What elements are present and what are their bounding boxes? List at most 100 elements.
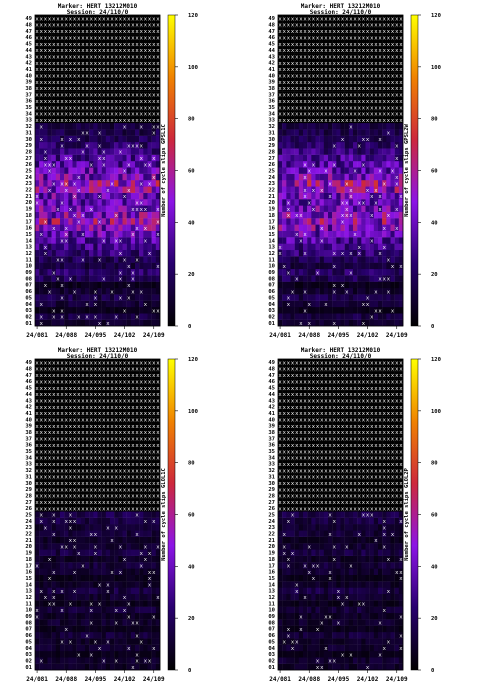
heatmap-cell [139, 294, 144, 301]
no-data-marker: x [90, 42, 94, 48]
heatmap-cell [147, 262, 152, 270]
y-tick-label: 13 [268, 245, 275, 251]
no-data-marker: x [341, 283, 345, 289]
heatmap-cell [105, 205, 111, 212]
heatmap-cell [348, 294, 354, 301]
heatmap-cell [319, 91, 325, 98]
no-data-marker: x [102, 659, 106, 665]
heatmap-cell [39, 53, 44, 60]
heatmap-cell [110, 84, 115, 92]
heatmap-cell [353, 300, 358, 308]
heatmap-cell [139, 237, 144, 244]
no-data-marker: x [152, 80, 156, 86]
heatmap-cell [369, 53, 375, 60]
heatmap-cell [353, 65, 358, 73]
heatmap-cell [328, 211, 333, 219]
no-data-marker: x [140, 156, 144, 162]
no-data-marker: x [115, 608, 119, 614]
heatmap-cell [122, 249, 127, 257]
heatmap-cell [85, 186, 90, 193]
heatmap-cell [85, 268, 90, 276]
heatmap-cell [344, 313, 350, 320]
heatmap-cell [64, 568, 69, 575]
heatmap-cell [286, 275, 291, 282]
y-tick-label: 45 [268, 42, 275, 48]
no-data-marker: x [362, 23, 366, 29]
heatmap-cell [151, 256, 157, 263]
heatmap-cell [51, 631, 57, 639]
heatmap-cell [336, 306, 341, 314]
no-data-marker: x [399, 74, 403, 80]
no-data-marker: x [131, 86, 135, 92]
heatmap-cell [298, 186, 304, 193]
heatmap-cell [344, 211, 350, 219]
heatmap-cell [286, 97, 291, 105]
heatmap-cell [369, 313, 375, 320]
heatmap-cell [60, 192, 65, 200]
heatmap-cell [147, 625, 152, 633]
no-data-marker: x [324, 54, 328, 60]
no-data-marker: x [56, 105, 60, 111]
no-data-marker: x [40, 29, 44, 35]
heatmap-cell [332, 53, 337, 60]
heatmap-cell [332, 15, 337, 22]
heatmap-cell [118, 593, 123, 601]
heatmap-cell [319, 27, 325, 35]
heatmap-cell [72, 224, 77, 231]
heatmap-cell [35, 281, 40, 289]
no-data-marker: x [85, 48, 89, 54]
heatmap-cell [35, 619, 40, 626]
heatmap-cell [344, 116, 350, 124]
heatmap-cell [307, 40, 312, 47]
heatmap-cell [97, 192, 102, 200]
heatmap-cell [39, 46, 44, 54]
heatmap-cell [282, 313, 287, 320]
y-tick-label: 23 [268, 181, 275, 187]
heatmap-cell [135, 59, 140, 66]
heatmap-cell [143, 160, 148, 168]
heatmap-cell [64, 205, 69, 212]
no-data-marker: x [52, 16, 56, 22]
heatmap-cell [126, 631, 132, 639]
no-data-marker: x [77, 175, 81, 181]
heatmap-cell [286, 91, 291, 98]
heatmap-cell [323, 141, 329, 149]
heatmap-cell [348, 91, 354, 98]
heatmap-cell [394, 78, 400, 86]
heatmap-cell [311, 53, 316, 60]
heatmap-cell [340, 65, 345, 73]
heatmap-cell [311, 21, 316, 28]
heatmap-cell [378, 256, 383, 263]
heatmap-cell [105, 644, 111, 652]
heatmap-cell [93, 619, 98, 626]
heatmap-cell [51, 612, 57, 620]
no-data-marker: x [370, 67, 374, 73]
no-data-marker: x [152, 308, 156, 314]
heatmap-cell [139, 160, 144, 168]
heatmap-cell [155, 103, 161, 111]
heatmap-cell [72, 275, 77, 282]
heatmap-cell [155, 192, 161, 200]
heatmap-cell [55, 154, 61, 162]
no-data-marker: x [303, 35, 307, 41]
heatmap-cell [394, 21, 400, 28]
heatmap-cell [55, 173, 61, 181]
no-data-marker: x [135, 652, 139, 658]
heatmap-cell [332, 59, 337, 66]
heatmap-cell [390, 319, 395, 327]
heatmap-cell [64, 91, 69, 98]
y-tick-label: 49 [268, 16, 275, 22]
heatmap-cell [139, 262, 144, 270]
heatmap-cell [344, 243, 350, 251]
heatmap-cell [147, 72, 152, 79]
heatmap-cell [290, 135, 295, 143]
heatmap-cell [282, 243, 287, 251]
heatmap-cell [382, 116, 387, 124]
no-data-marker: x [353, 35, 357, 41]
heatmap-cell [340, 281, 345, 289]
heatmap-cell [110, 103, 115, 111]
heatmap-cell [390, 262, 395, 270]
no-data-marker: x [370, 213, 374, 219]
heatmap-cell [143, 612, 148, 620]
